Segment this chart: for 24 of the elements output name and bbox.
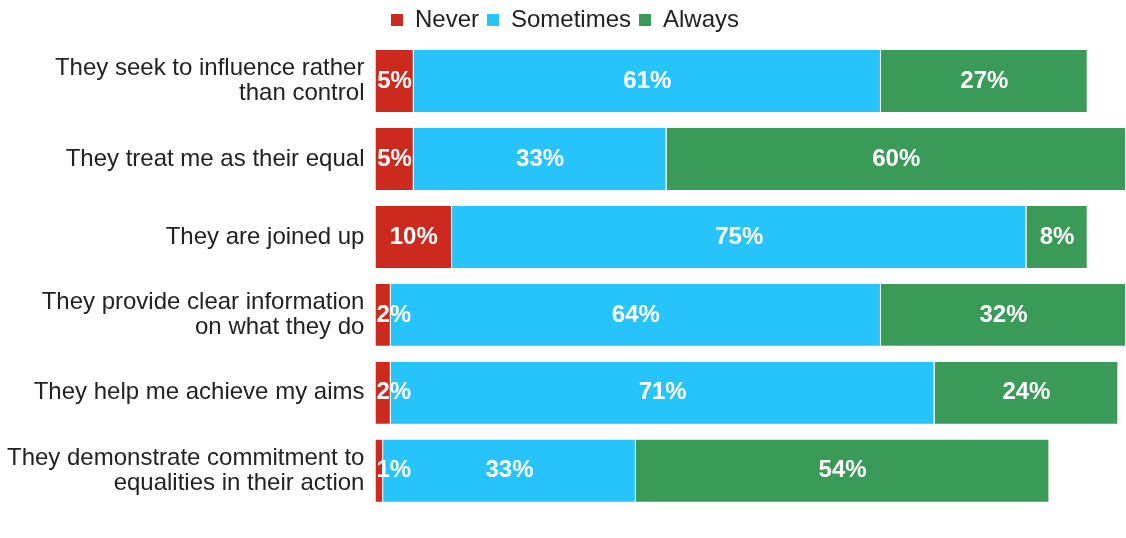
y-tick-label: They are joined up bbox=[165, 221, 365, 249]
legend-label: Sometimes bbox=[510, 4, 632, 32]
data-label: 24% bbox=[1002, 377, 1051, 405]
legend-label: Always bbox=[663, 4, 740, 32]
y-tick-label: They help me achieve my aims bbox=[33, 377, 365, 405]
data-label: 5% bbox=[377, 65, 412, 93]
data-label: 33% bbox=[516, 143, 565, 171]
data-label: 75% bbox=[715, 221, 764, 249]
data-label: 33% bbox=[485, 455, 534, 483]
data-label: 8% bbox=[1039, 221, 1075, 249]
data-label: 64% bbox=[611, 299, 660, 327]
data-label: 60% bbox=[872, 143, 921, 171]
data-label: 5% bbox=[377, 143, 412, 171]
y-tick-label: They treat me as their equal bbox=[65, 143, 365, 171]
legend-label: Never bbox=[414, 4, 479, 32]
data-label: 10% bbox=[389, 221, 438, 249]
data-label: 54% bbox=[818, 455, 867, 483]
data-label: 27% bbox=[960, 65, 1009, 93]
y-tick-label: They provide clear information on what they do bbox=[41, 286, 365, 340]
data-label: 32% bbox=[979, 299, 1028, 327]
data-label: 71% bbox=[638, 377, 687, 405]
y-tick-label: They seek to influence rather than control bbox=[54, 53, 365, 106]
y-tick-label: They demonstrate commitment to equalities in their action bbox=[7, 442, 365, 496]
data-label: 61% bbox=[623, 65, 672, 93]
